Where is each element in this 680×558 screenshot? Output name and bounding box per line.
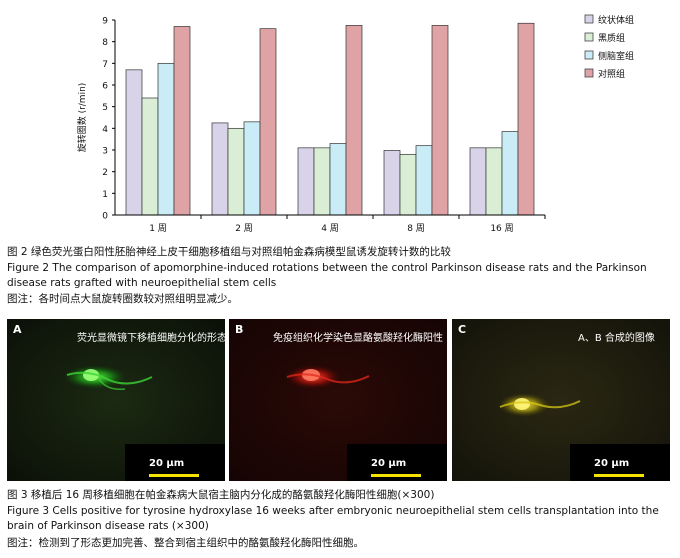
figure2-note: 图注：各时间点大鼠旋转圈数较对照组明显减少。 bbox=[7, 293, 238, 305]
legend-swatch bbox=[584, 68, 594, 78]
legend-swatch bbox=[584, 32, 594, 42]
y-tick-label: 8 bbox=[102, 38, 108, 48]
bar bbox=[173, 26, 191, 216]
x-tick-label: 2 周 bbox=[235, 223, 253, 234]
y-tick-label: 5 bbox=[102, 103, 108, 113]
bar bbox=[345, 25, 363, 216]
panel-a-scale-bar bbox=[149, 474, 199, 477]
figure3-title-en: Figure 3 Cells positive for tyrosine hyd… bbox=[7, 505, 659, 532]
legend-label: 黑质组 bbox=[598, 32, 625, 44]
panel-b-letter: B bbox=[235, 323, 244, 336]
y-tick-label: 3 bbox=[102, 147, 108, 157]
bar bbox=[313, 147, 331, 216]
bar bbox=[329, 143, 347, 216]
bar bbox=[485, 147, 503, 216]
panel-c-title: A、B 合成的图像 bbox=[578, 333, 655, 344]
bar bbox=[141, 97, 159, 216]
legend-label: 侧脑室组 bbox=[598, 50, 634, 62]
panel-a-title: 荧光显微镜下移植细胞分化的形态 bbox=[77, 333, 225, 344]
figure3-title-cn: 图 3 移植后 16 周移植细胞在帕金森病大鼠宿主脑内分化成的酪氨酸羟化酶阳性细… bbox=[7, 489, 435, 501]
bar bbox=[501, 131, 519, 216]
legend-label: 对照组 bbox=[598, 68, 625, 80]
panel-c-image: C A、B 合成的图像 20 μm bbox=[452, 319, 670, 481]
y-tick-label: 2 bbox=[102, 168, 108, 178]
panel-b-scale: 20 μm bbox=[347, 444, 447, 481]
panel-c-scale: 20 μm bbox=[570, 444, 670, 481]
bar bbox=[399, 153, 417, 216]
y-tick-label: 9 bbox=[102, 17, 108, 27]
y-tick-label: 6 bbox=[102, 82, 108, 92]
legend-label: 纹状体组 bbox=[598, 14, 634, 26]
bar bbox=[125, 69, 143, 216]
figure2-title-en: Figure 2 The comparison of apomorphine-i… bbox=[7, 262, 647, 289]
x-tick-label: 1 周 bbox=[149, 223, 167, 234]
legend-swatch bbox=[584, 50, 594, 60]
panel-a-scale: 20 μm bbox=[125, 444, 225, 481]
bar bbox=[297, 147, 315, 216]
panel-a-image: A 荧光显微镜下移植细胞分化的形态 20 μm bbox=[7, 319, 225, 481]
panel-c-scale-label: 20 μm bbox=[594, 458, 630, 469]
x-tick-label: 8 周 bbox=[407, 223, 425, 234]
panel-b-scale-label: 20 μm bbox=[371, 458, 407, 469]
bar bbox=[469, 147, 487, 216]
panel-a-scale-label: 20 μm bbox=[149, 458, 185, 469]
figure2-title-cn: 图 2 绿色荧光蛋白阳性胚胎神经上皮干细胞移植组与对照组帕金森病模型鼠诱发旋转计… bbox=[7, 246, 451, 258]
x-tick-label: 16 周 bbox=[490, 223, 513, 234]
y-tick-label: 4 bbox=[102, 125, 108, 135]
panel-b-image: B 免疫组织化学染色显酪氨酸羟化酶阳性 20 μm bbox=[229, 319, 447, 481]
panel-c-scale-bar bbox=[594, 474, 644, 477]
y-tick-label: 0 bbox=[102, 212, 108, 222]
panel-b-scale-bar bbox=[371, 474, 421, 477]
y-tick-label: 1 bbox=[102, 190, 108, 200]
x-tick-label: 4 周 bbox=[321, 223, 339, 234]
bar bbox=[211, 122, 229, 216]
bar bbox=[243, 121, 261, 216]
y-tick-label: 7 bbox=[102, 60, 108, 70]
bar bbox=[227, 127, 245, 216]
bar bbox=[157, 62, 175, 216]
figure3-note: 图注：检测到了形态更加完善、整合到宿主组织中的酪氨酸羟化酶阳性细胞。 bbox=[7, 537, 364, 549]
panel-b-title: 免疫组织化学染色显酪氨酸羟化酶阳性 bbox=[273, 333, 443, 344]
panel-c-letter: C bbox=[458, 323, 467, 336]
bar bbox=[431, 25, 449, 216]
panel-a-letter: A bbox=[13, 323, 22, 336]
bar bbox=[259, 28, 277, 216]
rotation-bar-chart: 0 1 2 3 4 5 6 7 8 9 旋转圈数 (r/min) 1 周 2 周 4 周 8 周 16 周 纹… bbox=[76, 14, 634, 234]
bar bbox=[383, 150, 401, 216]
y-axis-label: 旋转圈数 (r/min) bbox=[76, 83, 88, 153]
legend-swatch bbox=[584, 14, 594, 24]
bar bbox=[415, 145, 433, 216]
bar bbox=[517, 22, 535, 216]
